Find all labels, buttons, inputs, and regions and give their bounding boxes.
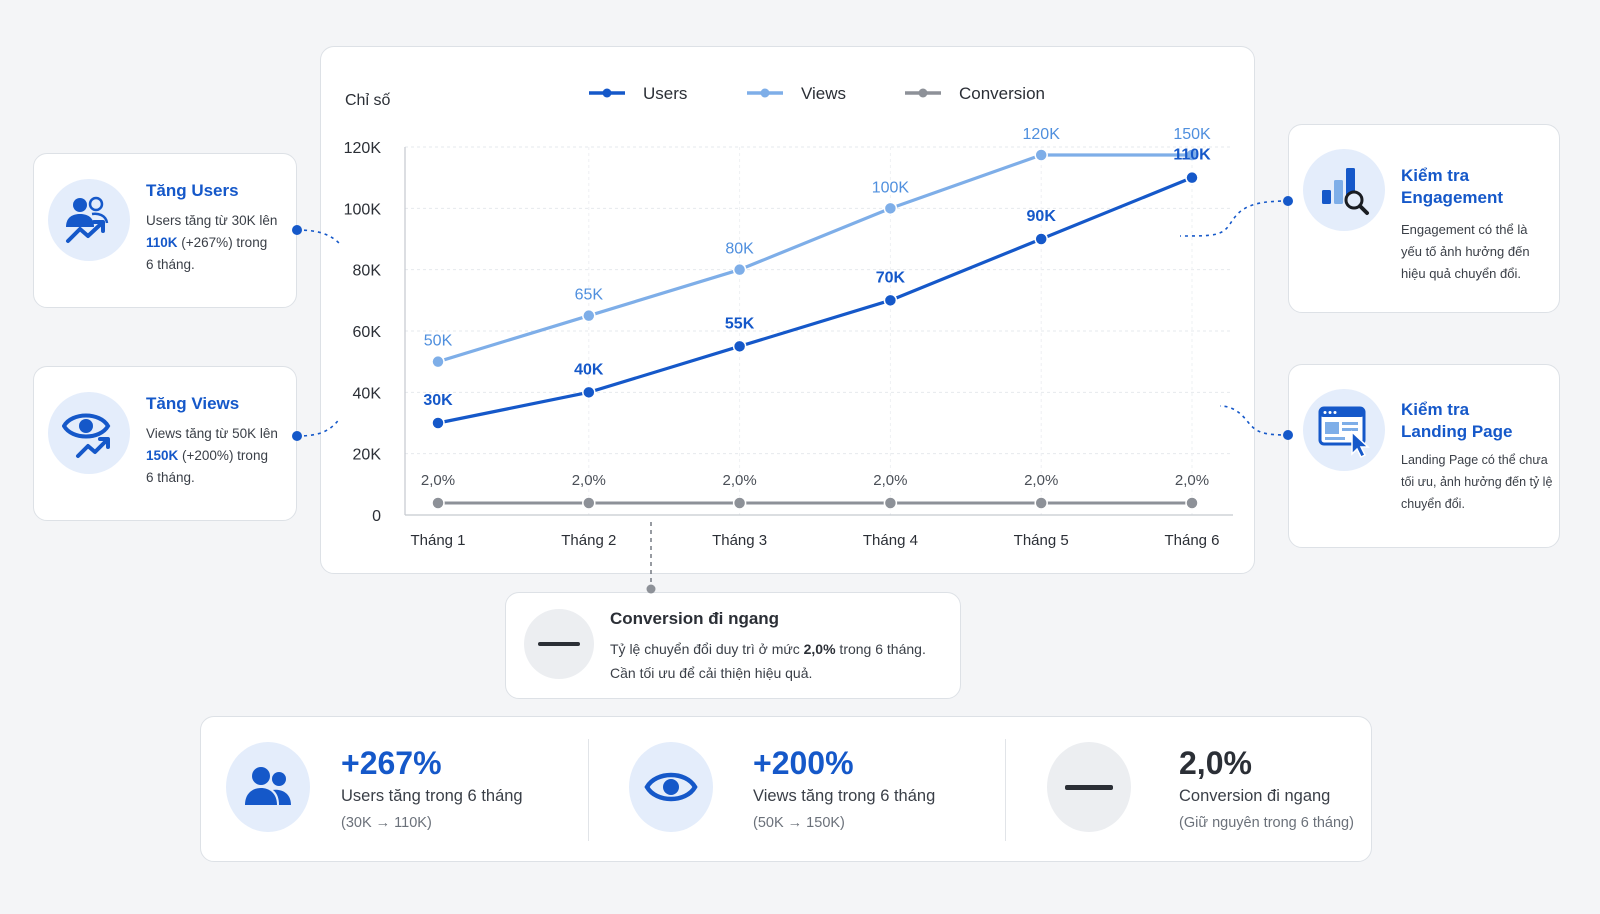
conversion-point (732, 496, 747, 510)
legend-marker (602, 88, 612, 98)
users-line (437, 176, 1193, 425)
landing-page-card: Kiểm tra Landing Page Landing Page có th… (1288, 364, 1560, 548)
conversion-point (582, 496, 596, 510)
views-line (437, 153, 1192, 364)
x-tick-label: Tháng 3 (712, 532, 767, 549)
users-point (582, 385, 596, 400)
conversion-data-label: 2,0% (873, 472, 907, 489)
users-point (883, 293, 898, 308)
legend-marker (918, 88, 928, 98)
conversion-data-label: 2,0% (1175, 472, 1209, 489)
views-insight-card: Tăng Views Views tăng từ 50K lên 150K (+… (33, 366, 297, 521)
legend-label: Views (801, 84, 846, 103)
y-tick-label: 0 (372, 508, 381, 525)
y-tick-label: 40K (353, 385, 382, 402)
users-insight-card: Tăng Users Users tăng từ 30K lên 110K (+… (33, 153, 297, 308)
legend-marker (760, 88, 770, 98)
card-description: Users tăng từ 30K lên 110K (+267%) trong… (146, 213, 278, 272)
views-point (582, 308, 596, 323)
y-tick-label: 80K (353, 263, 382, 280)
card-title: Kiểm tra Engagement (1401, 166, 1504, 207)
views-data-label: 50K (424, 333, 453, 350)
views-growth-icon (48, 392, 130, 474)
views-data-label: 150K (1173, 126, 1211, 143)
eye-icon (629, 742, 713, 832)
card-description: Landing Page có thể chưa tối ưu, ảnh hưở… (1401, 453, 1553, 511)
chart-card: Chỉ số 0 20K 40K 60K 80K 100K 120K Tháng 1 Tháng … (320, 46, 1255, 574)
card-title: Tăng Users (146, 181, 239, 200)
views-point (431, 354, 445, 369)
users-growth-icon (48, 179, 130, 261)
y-tick-label: 20K (353, 447, 382, 464)
users-point (1034, 232, 1048, 246)
conversion-note-title: Conversion đi ngang (610, 609, 780, 628)
card-title: Tăng Views (146, 394, 240, 413)
users-point (732, 339, 747, 354)
line-chart: Chỉ số 0 20K 40K 60K 80K 100K 120K Tháng 1 Tháng … (344, 84, 1233, 549)
engagement-card: Kiểm tra Engagement Engagement có thể là… (1288, 124, 1560, 313)
divider (1005, 739, 1006, 841)
users-point (431, 416, 445, 430)
conversion-point (1185, 496, 1199, 510)
conversion-point (1034, 496, 1048, 510)
divider (588, 739, 589, 841)
users-point (1185, 170, 1199, 185)
conversion-point (883, 496, 898, 510)
views-point (1185, 148, 1199, 162)
views-data-label: 100K (872, 179, 910, 196)
views-data-label: 80K (725, 241, 754, 258)
users-data-label: 90K (1027, 208, 1057, 225)
views-data-label: 120K (1023, 126, 1061, 143)
views-point (732, 262, 747, 277)
users-data-label: 70K (876, 269, 906, 286)
minus-icon (524, 609, 594, 679)
card-description: Views tăng từ 50K lên 150K (+200%) trong… (146, 426, 278, 485)
users-data-label: 55K (725, 315, 755, 332)
conversion-data-label: 2,0% (421, 472, 455, 489)
users-data-label: 40K (574, 361, 604, 378)
users-stat-label: Users tăng trong 6 tháng (341, 787, 523, 805)
summary-strip: +267% Users tăng trong 6 tháng (30K → 11… (200, 716, 1372, 862)
views-stat-value: +200% (753, 745, 854, 781)
legend-label: Conversion (959, 84, 1045, 103)
users-stat-value: +267% (341, 745, 442, 781)
x-tick-label: Tháng 5 (1014, 532, 1069, 549)
users-stat-sub: (30K → 110K) (341, 815, 432, 831)
conversion-stat-label: Conversion đi ngang (1179, 787, 1331, 805)
y-tick-label: 60K (353, 324, 382, 341)
users-data-label: 110K (1173, 147, 1211, 164)
conversion-stat-value: 2,0% (1179, 745, 1252, 781)
minus-icon (1047, 742, 1131, 832)
conversion-data-label: 2,0% (572, 472, 606, 489)
conversion-data-label: 2,0% (722, 472, 756, 489)
card-title: Kiểm tra Landing Page (1401, 400, 1513, 441)
views-point (883, 201, 898, 216)
users-data-label: 30K (423, 392, 453, 409)
conversion-point (431, 496, 445, 510)
conversion-note-text: Tỷ lệ chuyển đổi duy trì ở mức 2,0% tron… (610, 641, 926, 681)
users-icon (226, 742, 310, 832)
x-tick-label: Tháng 1 (410, 532, 465, 549)
card-description: Engagement có thể là yếu tố ảnh hưởng đế… (1401, 222, 1530, 281)
x-tick-label: Tháng 4 (863, 532, 918, 549)
views-data-label: 65K (575, 287, 604, 304)
landing-page-icon (1303, 389, 1385, 471)
conversion-note-card: Conversion đi ngang Tỷ lệ chuyển đổi duy… (505, 592, 961, 699)
views-stat-label: Views tăng trong 6 tháng (753, 787, 936, 805)
x-tick-label: Tháng 2 (561, 532, 616, 549)
conversion-data-label: 2,0% (1024, 472, 1058, 489)
x-tick-label: Tháng 6 (1164, 532, 1219, 549)
legend-label: Users (643, 84, 687, 103)
y-tick-label: 120K (344, 140, 382, 157)
conversion-stat-sub: (Giữ nguyên trong 6 tháng) (1179, 815, 1354, 831)
y-axis-label: Chỉ số (345, 92, 390, 109)
views-point (1034, 148, 1048, 162)
analytics-search-icon (1303, 149, 1385, 231)
views-stat-sub: (50K → 150K) (753, 815, 845, 831)
y-tick-label: 100K (344, 201, 382, 218)
